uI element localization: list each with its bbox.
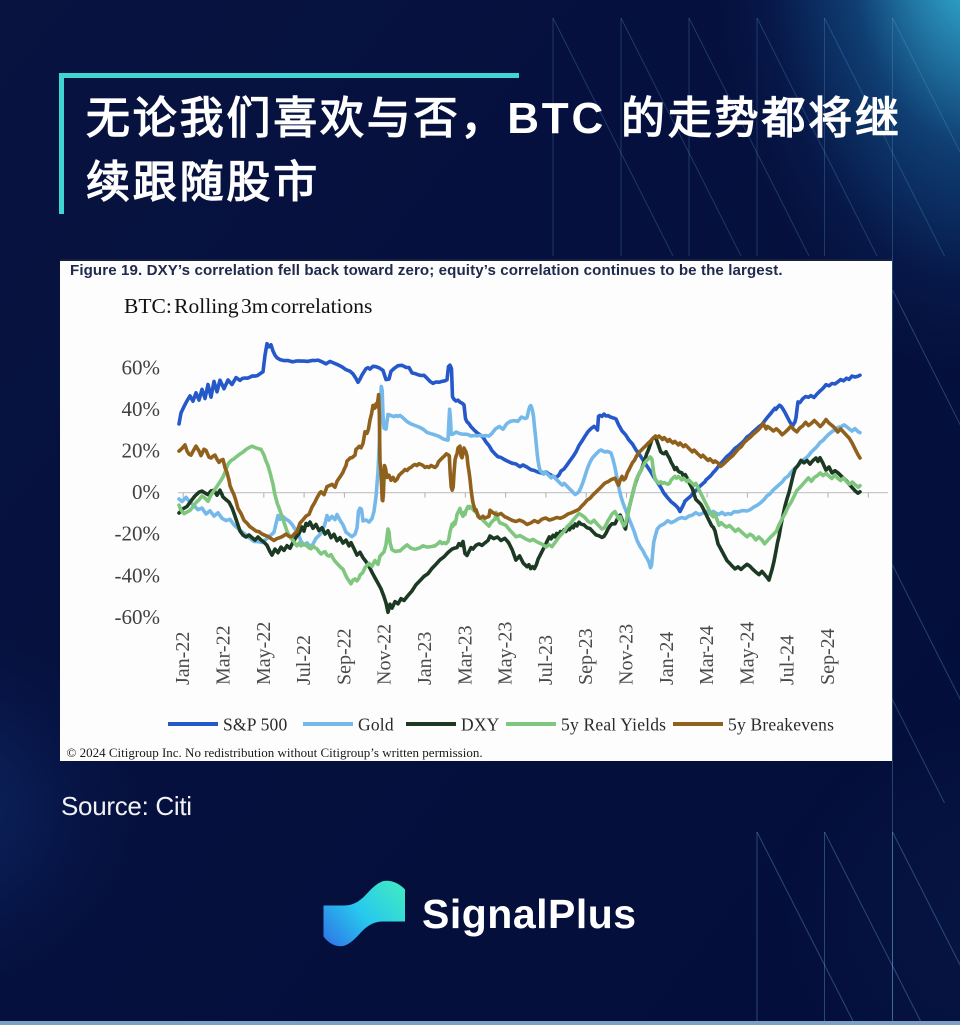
svg-text:40%: 40% bbox=[122, 397, 161, 421]
svg-text:Jan-22: Jan-22 bbox=[172, 632, 194, 685]
svg-text:5y Breakevens: 5y Breakevens bbox=[728, 715, 834, 735]
svg-text:Mar-24: Mar-24 bbox=[696, 625, 718, 685]
svg-text:20%: 20% bbox=[122, 439, 161, 463]
svg-text:Sep-23: Sep-23 bbox=[575, 628, 597, 685]
svg-text:S&P 500: S&P 500 bbox=[223, 715, 288, 735]
svg-text:May-22: May-22 bbox=[253, 622, 275, 685]
svg-text:Jul-22: Jul-22 bbox=[293, 635, 315, 685]
svg-text:Jul-23: Jul-23 bbox=[535, 635, 557, 685]
svg-text:-20%: -20% bbox=[115, 522, 161, 546]
svg-text:© 2024 Citigroup Inc. No redis: © 2024 Citigroup Inc. No redistribution … bbox=[67, 745, 483, 760]
svg-text:Nov-22: Nov-22 bbox=[374, 624, 396, 685]
svg-text:Jan-23: Jan-23 bbox=[414, 632, 436, 685]
svg-text:Sep-24: Sep-24 bbox=[817, 628, 839, 685]
svg-text:-60%: -60% bbox=[115, 605, 161, 629]
svg-text:Jan-24: Jan-24 bbox=[656, 632, 678, 685]
svg-text:Sep-22: Sep-22 bbox=[333, 628, 355, 685]
svg-text:Jul-24: Jul-24 bbox=[777, 635, 799, 685]
svg-text:5y Real Yields: 5y Real Yields bbox=[561, 715, 666, 735]
svg-text:60%: 60% bbox=[122, 355, 161, 379]
svg-text:Mar-22: Mar-22 bbox=[213, 625, 235, 685]
svg-text:Gold: Gold bbox=[358, 715, 394, 735]
svg-text:May-24: May-24 bbox=[736, 622, 758, 685]
svg-text:DXY: DXY bbox=[461, 715, 500, 735]
svg-text:May-23: May-23 bbox=[495, 622, 517, 685]
svg-text:Nov-23: Nov-23 bbox=[616, 624, 638, 685]
svg-text:Mar-23: Mar-23 bbox=[454, 625, 476, 685]
svg-text:-40%: -40% bbox=[115, 563, 161, 587]
svg-text:0%: 0% bbox=[132, 480, 160, 504]
